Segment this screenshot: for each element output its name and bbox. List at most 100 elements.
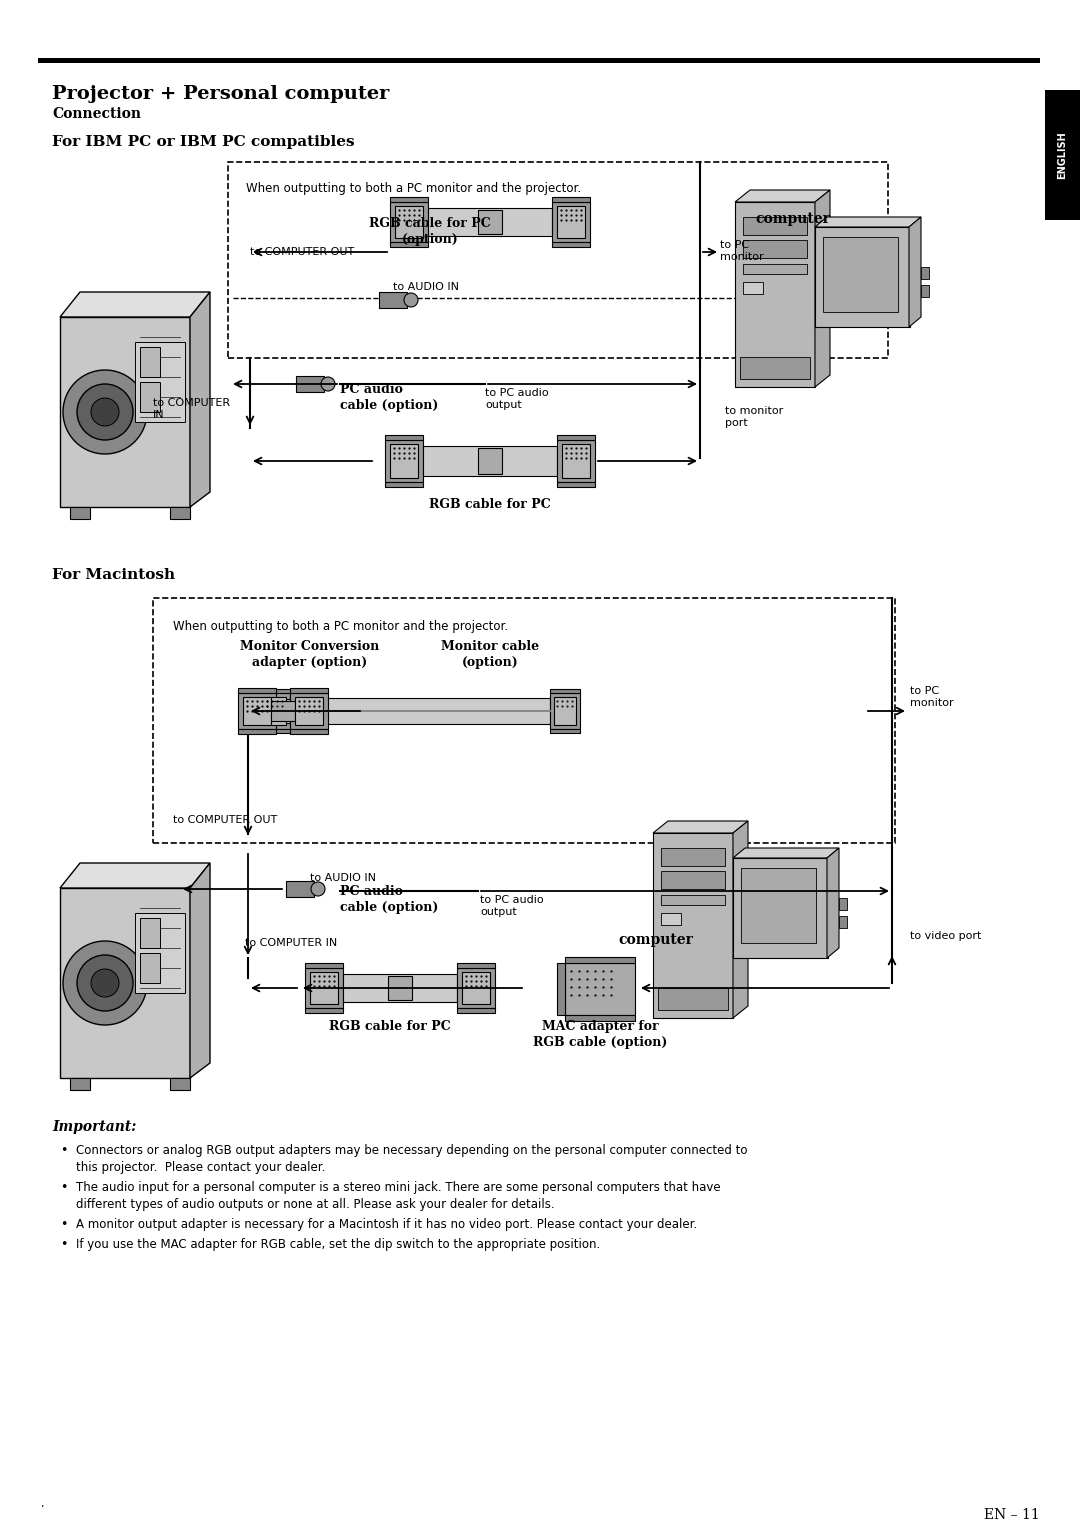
- Bar: [140, 347, 160, 377]
- Text: RGB cable for PC
(option): RGB cable for PC (option): [369, 217, 491, 246]
- Polygon shape: [735, 189, 831, 202]
- Bar: [170, 507, 190, 520]
- Bar: [462, 972, 490, 1004]
- Circle shape: [91, 969, 119, 996]
- Text: When outputting to both a PC monitor and the projector.: When outputting to both a PC monitor and…: [246, 182, 581, 196]
- Bar: [552, 202, 590, 241]
- Bar: [170, 1077, 190, 1089]
- Bar: [140, 382, 160, 413]
- Bar: [743, 217, 807, 235]
- Text: to PC audio
output: to PC audio output: [480, 895, 543, 917]
- Text: If you use the MAC adapter for RGB cable, set the dip switch to the appropriate : If you use the MAC adapter for RGB cable…: [76, 1238, 600, 1251]
- Bar: [264, 697, 286, 724]
- Bar: [390, 202, 428, 241]
- Bar: [428, 208, 552, 235]
- Text: RGB cable for PC: RGB cable for PC: [429, 498, 551, 510]
- Text: to AUDIO IN: to AUDIO IN: [393, 283, 459, 292]
- Circle shape: [404, 293, 418, 307]
- Text: A monitor output adapter is necessary for a Macintosh if it has no video port. P: A monitor output adapter is necessary fo…: [76, 1218, 698, 1232]
- Bar: [390, 197, 428, 202]
- Bar: [238, 688, 276, 694]
- Bar: [658, 989, 728, 1010]
- Text: Projector + Personal computer: Projector + Personal computer: [52, 86, 390, 102]
- Text: •: •: [60, 1144, 67, 1157]
- Text: •: •: [60, 1181, 67, 1193]
- Polygon shape: [733, 848, 839, 859]
- Polygon shape: [60, 292, 210, 316]
- Bar: [276, 698, 291, 723]
- Bar: [661, 895, 725, 905]
- Bar: [552, 241, 590, 248]
- Bar: [135, 342, 185, 422]
- Bar: [661, 914, 681, 924]
- Text: to COMPUTER OUT: to COMPUTER OUT: [249, 248, 354, 257]
- Bar: [457, 963, 495, 969]
- Text: EN – 11: EN – 11: [984, 1508, 1040, 1522]
- Bar: [565, 957, 635, 963]
- Bar: [839, 915, 847, 927]
- Polygon shape: [190, 292, 210, 507]
- Bar: [291, 694, 328, 729]
- Bar: [1045, 90, 1080, 220]
- Bar: [238, 729, 276, 733]
- Circle shape: [63, 941, 147, 1025]
- Circle shape: [63, 370, 147, 454]
- Text: computer: computer: [618, 934, 693, 947]
- Bar: [921, 286, 929, 296]
- Polygon shape: [827, 848, 839, 958]
- Bar: [478, 209, 502, 234]
- Bar: [70, 1077, 90, 1089]
- Text: Important:: Important:: [52, 1120, 136, 1134]
- Text: •: •: [60, 1218, 67, 1232]
- Bar: [260, 694, 291, 729]
- Bar: [384, 481, 423, 487]
- Text: Monitor Conversion
adapter (option): Monitor Conversion adapter (option): [241, 640, 380, 669]
- Bar: [384, 440, 423, 481]
- Text: to PC audio
output: to PC audio output: [485, 388, 549, 411]
- Bar: [550, 689, 580, 694]
- Bar: [839, 898, 847, 911]
- Bar: [550, 729, 580, 733]
- Bar: [741, 868, 816, 943]
- Bar: [733, 859, 828, 958]
- Text: ENGLISH: ENGLISH: [1057, 131, 1067, 179]
- Bar: [478, 448, 502, 474]
- Polygon shape: [733, 821, 748, 1018]
- Text: For IBM PC or IBM PC compatibles: For IBM PC or IBM PC compatibles: [52, 134, 354, 150]
- Text: Connectors or analog RGB output adapters may be necessary depending on the perso: Connectors or analog RGB output adapters…: [76, 1144, 747, 1157]
- Bar: [291, 688, 328, 694]
- Text: When outputting to both a PC monitor and the projector.: When outputting to both a PC monitor and…: [173, 620, 508, 633]
- Bar: [823, 237, 897, 312]
- Text: to monitor
port: to monitor port: [725, 406, 783, 428]
- Bar: [238, 694, 276, 729]
- Bar: [390, 241, 428, 248]
- Circle shape: [321, 377, 335, 391]
- Polygon shape: [190, 863, 210, 1077]
- Bar: [457, 1008, 495, 1013]
- Polygon shape: [60, 888, 190, 1077]
- Bar: [296, 376, 324, 393]
- Bar: [291, 729, 328, 733]
- Bar: [135, 914, 185, 993]
- Bar: [565, 963, 635, 1015]
- Bar: [740, 358, 810, 379]
- Bar: [243, 697, 271, 724]
- Bar: [271, 701, 295, 721]
- Bar: [260, 689, 291, 694]
- Bar: [743, 264, 807, 274]
- Bar: [140, 918, 160, 947]
- Text: MAC adapter for
RGB cable (option): MAC adapter for RGB cable (option): [532, 1021, 667, 1050]
- Bar: [140, 953, 160, 983]
- Bar: [286, 882, 314, 897]
- Bar: [305, 1008, 343, 1013]
- Bar: [557, 963, 565, 1015]
- Bar: [565, 1015, 635, 1021]
- Bar: [735, 202, 815, 387]
- Bar: [291, 698, 550, 724]
- Text: PC audio
cable (option): PC audio cable (option): [340, 384, 438, 413]
- Bar: [661, 871, 725, 889]
- Text: to AUDIO IN: to AUDIO IN: [310, 872, 376, 883]
- Text: Connection: Connection: [52, 107, 141, 121]
- Text: to COMPUTER IN: to COMPUTER IN: [245, 938, 337, 947]
- Text: PC audio
cable (option): PC audio cable (option): [340, 885, 438, 914]
